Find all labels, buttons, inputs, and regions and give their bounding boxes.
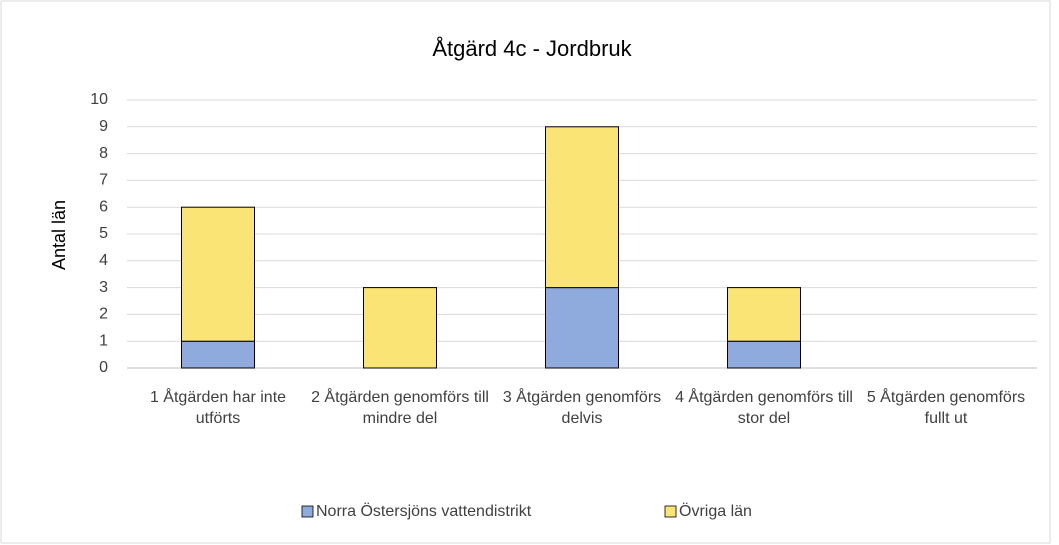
x-tick-label: 5 Åtgärden genomförs fullt ut [866,389,1026,427]
legend-swatch [301,505,314,518]
x-tick-label: 2 Åtgärden genomförs till mindre del [311,389,489,427]
y-tick-label: 10 [90,91,108,108]
y-tick-label: 1 [99,332,108,349]
x-tick-label: 4 Åtgärden genomförs till stor del [675,389,853,427]
bar-segment [545,287,619,369]
bar-segment [727,340,801,369]
y-tick-label: 7 [99,172,108,189]
y-tick-label: 6 [99,198,108,215]
y-tick-label: 2 [99,306,108,323]
bar-segment [181,206,255,342]
y-tick-label: 3 [99,279,108,296]
y-axis-label: Antal län [49,200,69,270]
y-tick-label: 0 [99,359,108,376]
y-tick-label: 4 [99,252,108,269]
chart-title: Åtgärd 4c - Jordbruk [432,36,632,61]
bar-segment [363,287,437,369]
y-tick-label: 5 [99,225,108,242]
legend-swatch [664,505,677,518]
bar-segment [727,287,801,342]
legend-label: Norra Östersjöns vattendistrikt [316,502,532,520]
bar-segment [545,126,619,289]
x-tick-label: 1 Åtgärden har inte utförts [149,389,287,427]
x-tick-label: 3 Åtgärden genomförs delvis [502,389,662,427]
y-tick-label: 9 [99,118,108,135]
bar-segment [181,340,255,369]
legend-label: Övriga län [679,502,752,520]
y-tick-label: 8 [99,145,108,162]
